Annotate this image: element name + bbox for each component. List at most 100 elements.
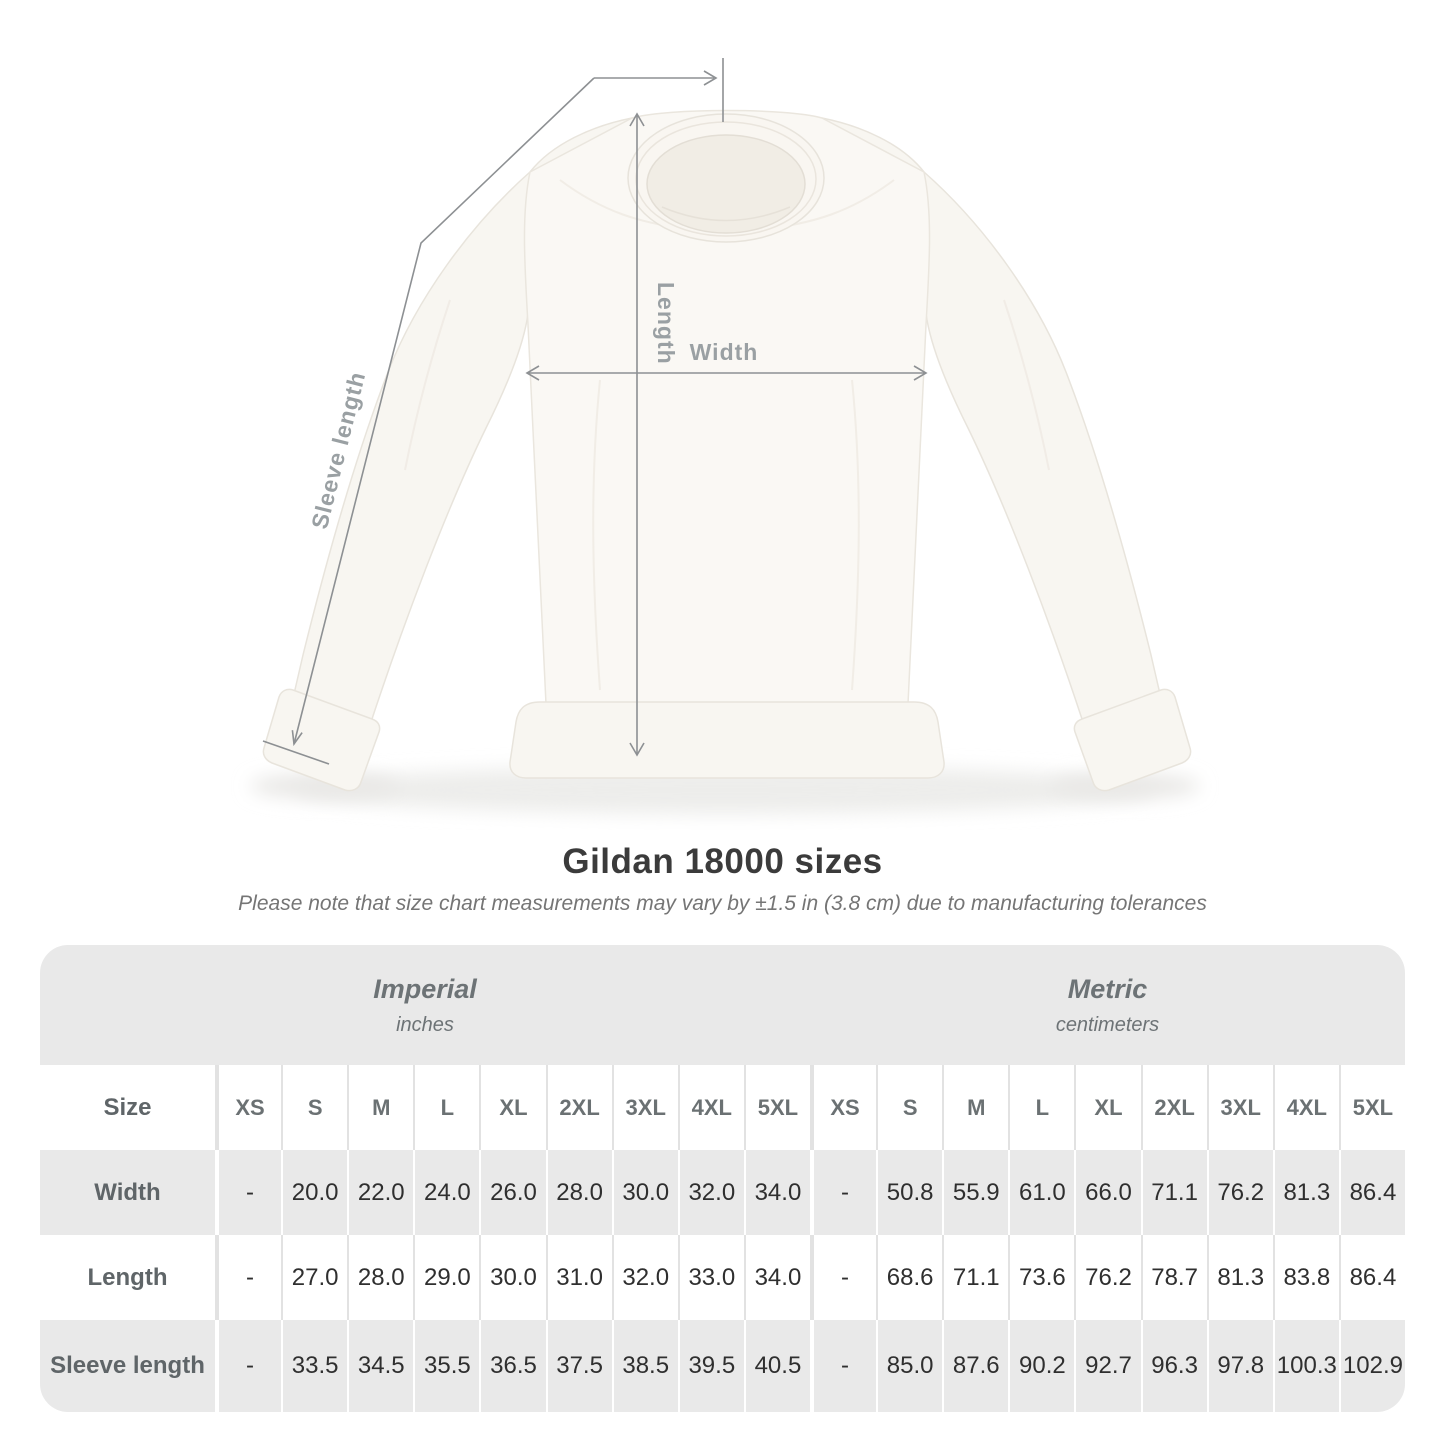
- width-row-value-cell: 24.0: [413, 1150, 480, 1235]
- size-header-cell: 5XL: [743, 1065, 810, 1150]
- length-row-value-cell: 68.6: [876, 1235, 943, 1320]
- size-header-cell: XL: [479, 1065, 546, 1150]
- sleeve-length-row-value-cell: 39.5: [677, 1320, 744, 1412]
- sleeve-length-row-value-cell: 96.3: [1140, 1320, 1207, 1412]
- sweatshirt-illustration: [262, 109, 1192, 792]
- sleeve-length-row-value-cell: 37.5: [545, 1320, 612, 1412]
- width-row-value-cell: 50.8: [876, 1150, 943, 1235]
- size-row-label: Size: [40, 1065, 215, 1150]
- length-row-value-cell: 28.0: [347, 1235, 414, 1320]
- size-header-cell: L: [413, 1065, 480, 1150]
- width-row-value-cell: 61.0: [1008, 1150, 1075, 1235]
- sweatshirt-diagram: Length Width Sleeve length: [250, 58, 1200, 814]
- sleeve-length-row-value-cell: 87.6: [942, 1320, 1009, 1412]
- size-table-grid: Imperial inches Metric centimeters Size X…: [40, 945, 1405, 1412]
- page-title: Gildan 18000 sizes: [562, 842, 883, 881]
- width-dimension-line: [525, 365, 928, 381]
- length-row-value-cell: 71.1: [942, 1235, 1009, 1320]
- size-header-cell: XS: [810, 1065, 877, 1150]
- width-row-value-cell: 22.0: [347, 1150, 414, 1235]
- length-row-value-cell: 73.6: [1008, 1235, 1075, 1320]
- metric-label: Metric: [1067, 973, 1148, 1004]
- width-row-value-cell: 34.0: [743, 1150, 810, 1235]
- size-header-cell: 2XL: [545, 1065, 612, 1150]
- left-cuff: [262, 688, 381, 792]
- length-row-value-cell: -: [810, 1235, 877, 1320]
- size-header-cell: 3XL: [611, 1065, 678, 1150]
- sleeve-length-row-value-cell: 85.0: [876, 1320, 943, 1412]
- arrow-up-icon: [629, 112, 645, 127]
- sleeve-length-row-value-cell: -: [215, 1320, 282, 1412]
- sleeve-length-row-value-cell: 35.5: [413, 1320, 480, 1412]
- width-row-value-cell: 20.0: [281, 1150, 348, 1235]
- collar: [627, 113, 825, 243]
- width-row-value-cell: 76.2: [1206, 1150, 1273, 1235]
- arrow-right-icon: [913, 365, 928, 381]
- imperial-unit: inches: [396, 1013, 454, 1036]
- metric-unit: centimeters: [1055, 1013, 1160, 1036]
- length-row-value-cell: 33.0: [677, 1235, 744, 1320]
- width-row-value-cell: 86.4: [1338, 1150, 1405, 1235]
- imperial-label: Imperial: [373, 973, 477, 1004]
- length-row-value-cell: 32.0: [611, 1235, 678, 1320]
- body-panel: [523, 109, 931, 705]
- waistband: [509, 701, 945, 779]
- width-row-value-cell: 26.0: [479, 1150, 546, 1235]
- length-row-value-cell: 76.2: [1074, 1235, 1141, 1320]
- sleeve-length-row-value-cell: 34.5: [347, 1320, 414, 1412]
- dimension-annotations: [262, 58, 928, 765]
- width-row-value-cell: -: [215, 1150, 282, 1235]
- fold-lines: [404, 179, 1050, 691]
- size-header-cell: 3XL: [1206, 1065, 1273, 1150]
- sleeve-length-row-value-cell: 97.8: [1206, 1320, 1273, 1412]
- width-row-value-cell: 71.1: [1140, 1150, 1207, 1235]
- size-header-cell: 2XL: [1140, 1065, 1207, 1150]
- sleeve-length-row-value-cell: 40.5: [743, 1320, 810, 1412]
- length-row-value-cell: 78.7: [1140, 1235, 1207, 1320]
- sleeve-length-row-label: Sleeve length: [40, 1320, 215, 1412]
- width-row-value-cell: 28.0: [545, 1150, 612, 1235]
- size-header-cell: 4XL: [677, 1065, 744, 1150]
- size-header-cell: XS: [215, 1065, 282, 1150]
- sleeve-length-row-value-cell: 100.3: [1272, 1320, 1339, 1412]
- length-row-value-cell: 31.0: [545, 1235, 612, 1320]
- sleeve-dimension-line: [262, 58, 724, 765]
- sleeve-length-row-value-cell: 36.5: [479, 1320, 546, 1412]
- sleeve-length-row-value-cell: 92.7: [1074, 1320, 1141, 1412]
- size-header-cell: 5XL: [1338, 1065, 1405, 1150]
- width-row-value-cell: 32.0: [677, 1150, 744, 1235]
- size-header-cell: XL: [1074, 1065, 1141, 1150]
- size-header-cell: L: [1008, 1065, 1075, 1150]
- size-header-cell: M: [347, 1065, 414, 1150]
- size-table: Imperial inches Metric centimeters Size X…: [40, 945, 1405, 1412]
- width-row-value-cell: 66.0: [1074, 1150, 1141, 1235]
- length-row-value-cell: 27.0: [281, 1235, 348, 1320]
- arrow-diagonal-icon: [291, 730, 303, 747]
- arrow-right-icon: [703, 70, 718, 86]
- length-row-value-cell: 29.0: [413, 1235, 480, 1320]
- sleeve-length-row-value-cell: 90.2: [1008, 1320, 1075, 1412]
- width-row-value-cell: 55.9: [942, 1150, 1009, 1235]
- width-dimension-label: Width: [690, 339, 759, 365]
- sleeve-length-row-value-cell: 33.5: [281, 1320, 348, 1412]
- title-block: Gildan 18000 sizes Please note that size…: [0, 842, 1445, 916]
- width-row-label: Width: [40, 1150, 215, 1235]
- length-row-value-cell: 86.4: [1338, 1235, 1405, 1320]
- length-dimension-label: Length: [653, 282, 679, 365]
- tolerance-note: Please note that size chart measurements…: [238, 892, 1207, 915]
- size-header-cell: S: [281, 1065, 348, 1150]
- right-cuff: [1073, 688, 1192, 792]
- length-row-label: Length: [40, 1235, 215, 1320]
- size-header-cell: M: [942, 1065, 1009, 1150]
- length-row-value-cell: 34.0: [743, 1235, 810, 1320]
- sleeve-length-row-value-cell: 102.9: [1338, 1320, 1405, 1412]
- length-row-value-cell: -: [215, 1235, 282, 1320]
- length-row-value-cell: 81.3: [1206, 1235, 1273, 1320]
- garment-shadow: [250, 766, 1200, 814]
- arrow-left-icon: [525, 365, 540, 381]
- imperial-unit-header: Imperial inches: [40, 945, 810, 1065]
- width-row-value-cell: 30.0: [611, 1150, 678, 1235]
- size-header-cell: S: [876, 1065, 943, 1150]
- length-row-value-cell: 83.8: [1272, 1235, 1339, 1320]
